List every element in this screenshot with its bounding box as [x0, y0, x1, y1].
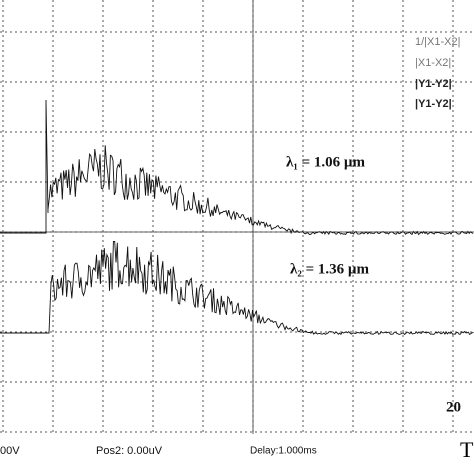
waveform — [0, 240, 474, 336]
annotation: λ₂ = 1.36 µm — [290, 261, 370, 277]
trigger: T — [460, 437, 474, 462]
readout: |Y1-Y2| — [415, 98, 452, 110]
grid — [0, 0, 474, 434]
corner-text: 20 — [446, 399, 461, 415]
waveform — [0, 99, 474, 236]
traces — [0, 99, 474, 336]
pos2: Pos2: 0.00uV — [96, 445, 163, 457]
readout: |X1-X2| — [415, 57, 451, 69]
annotation: λ₁ = 1.06 µm — [286, 154, 366, 170]
readout: |Y1-Y2| — [415, 78, 452, 90]
readout: 1/|X1-X2| — [415, 36, 460, 48]
status-bar — [0, 436, 474, 474]
ch1-scale: 00V — [0, 445, 20, 457]
delay: Delay:1.000ms — [250, 446, 317, 457]
